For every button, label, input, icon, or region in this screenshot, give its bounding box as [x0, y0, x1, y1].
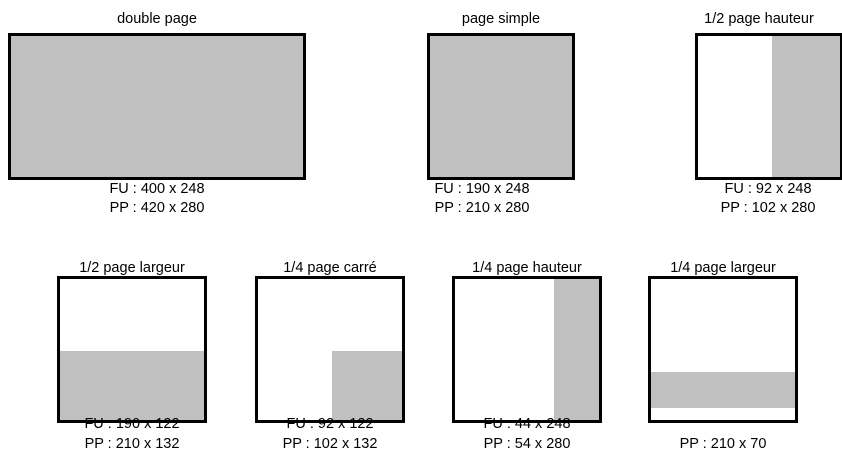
pp-dimensions: PP : 420 x 280 [109, 200, 205, 216]
format-title: 1/4 page hauteur [472, 260, 582, 276]
format-quarter-page-width: 1/4 page largeur PP : 210 x 70 [648, 259, 798, 454]
page-outline [452, 276, 602, 423]
fu-dimensions: FU : 92 x 248 [724, 181, 812, 197]
format-quarter-page-height: 1/4 page hauteur FU : 44 x 248 PP : 54 x… [452, 259, 602, 454]
format-title: 1/2 page hauteur [704, 11, 814, 27]
fu-dimensions: FU : 190 x 248 [434, 181, 530, 197]
fu-dimensions: FU : 190 x 122 [84, 416, 180, 432]
ad-area [772, 36, 840, 177]
pp-dimensions: PP : 210 x 132 [84, 436, 180, 452]
fu-dimensions: FU : 400 x 248 [109, 181, 205, 197]
pp-dimensions: PP : 102 x 280 [720, 200, 816, 216]
page-outline [8, 33, 306, 180]
format-title: page simple [461, 11, 541, 27]
format-half-page-width: 1/2 page largeur FU : 190 x 122 PP : 210… [57, 259, 207, 454]
format-double-page: double page FU : 400 x 248 PP : 420 x 28… [8, 10, 306, 216]
ad-area [60, 351, 204, 420]
ad-area [332, 351, 402, 420]
page-outline [255, 276, 405, 423]
pp-dimensions: PP : 210 x 280 [434, 200, 530, 216]
pp-dimensions: PP : 54 x 280 [483, 436, 571, 452]
fu-dimensions: FU : 92 x 122 [286, 416, 374, 432]
pp-dimensions: PP : 102 x 132 [282, 436, 378, 452]
ad-area [430, 36, 572, 177]
format-title: 1/2 page largeur [79, 260, 185, 276]
page-outline [695, 33, 842, 180]
page-outline [57, 276, 207, 423]
page-outline [427, 33, 575, 180]
format-title: double page [117, 11, 197, 27]
ad-area [554, 279, 599, 420]
ad-area [11, 36, 303, 177]
format-title: 1/4 page carré [283, 260, 377, 276]
format-half-page-height: 1/2 page hauteur FU : 92 x 248 PP : 102 … [695, 10, 842, 216]
format-page-simple: page simple FU : 190 x 248 PP : 210 x 28… [427, 10, 575, 216]
ad-area [651, 372, 795, 408]
fu-dimensions: FU : 44 x 248 [483, 416, 571, 432]
pp-dimensions: PP : 210 x 70 [679, 436, 767, 452]
page-outline [648, 276, 798, 423]
format-title: 1/4 page largeur [670, 260, 776, 276]
format-quarter-page-square: 1/4 page carré FU : 92 x 122 PP : 102 x … [255, 259, 405, 454]
